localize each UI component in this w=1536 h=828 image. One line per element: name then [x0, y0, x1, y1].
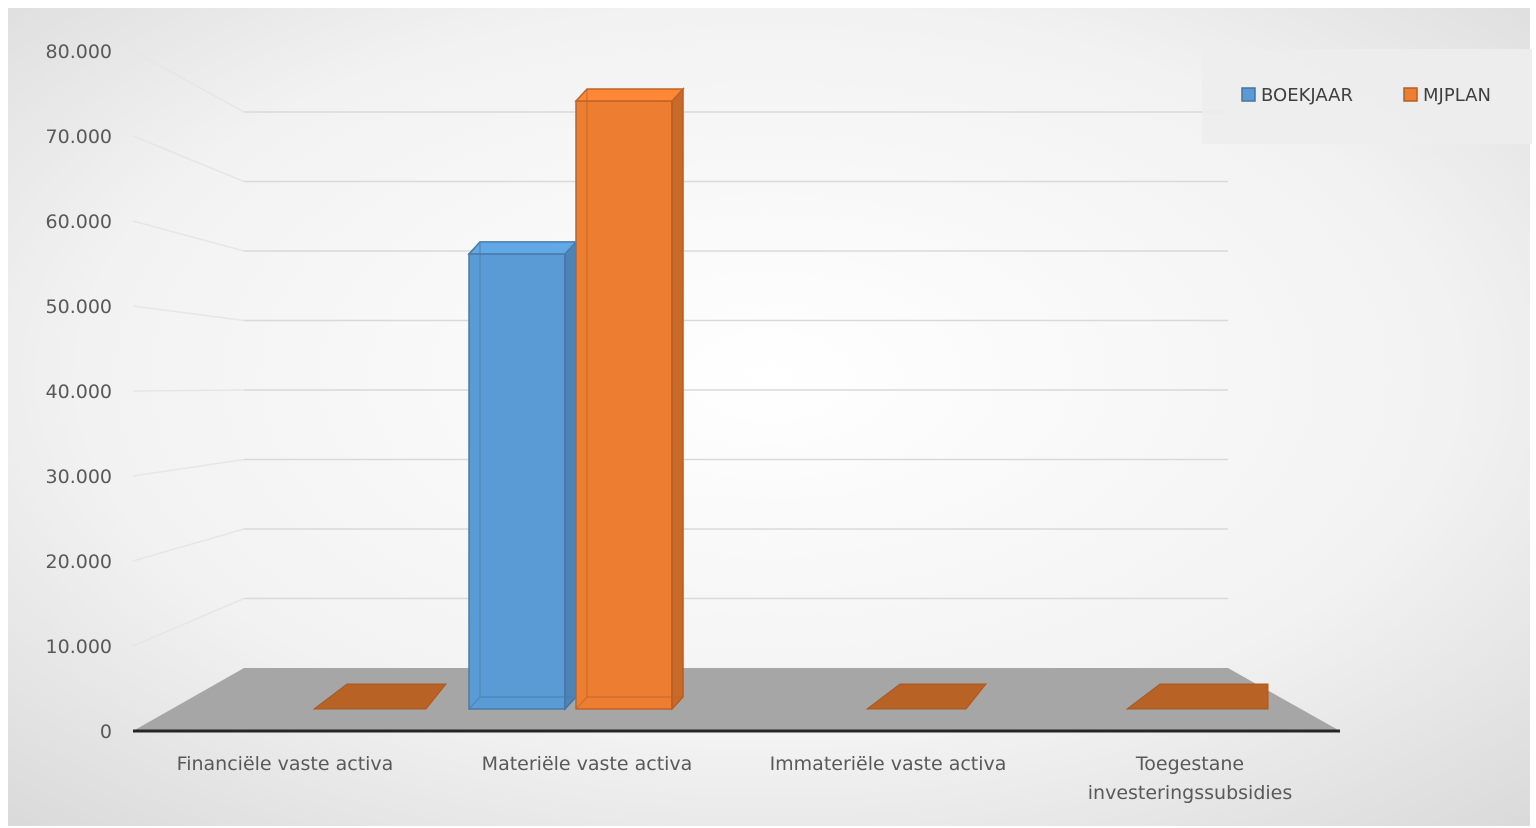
y-tick-label: 0: [100, 721, 112, 743]
category-label: Immateriële vaste activa: [770, 753, 1007, 775]
y-tick-labels: 0 10.000 20.000 30.000 40.000 50.000 60.000 70.…: [46, 41, 112, 743]
bar: [575, 100, 673, 710]
bars: [312, 87, 1269, 711]
legend-label: MJPLAN: [1423, 85, 1491, 106]
legend: BOEKJAAR MJPLAN: [1202, 49, 1532, 144]
legend-swatch: [1403, 87, 1418, 102]
bar-edge: [468, 696, 481, 710]
y-tick-label: 40.000: [46, 381, 112, 403]
gridlines: [132, 50, 1228, 647]
y-tick-label: 80.000: [46, 41, 112, 63]
side-gridline: [132, 135, 245, 183]
category-labels: Financiële vaste activa Materiële vaste a…: [177, 753, 1293, 804]
bar-zero: [312, 683, 448, 710]
category-label: Toegestane: [1135, 753, 1244, 775]
bar-top: [467, 241, 578, 255]
bar-zero: [1125, 683, 1269, 710]
bar-zero: [865, 683, 988, 710]
y-tick-label: 10.000: [46, 636, 112, 658]
side-gridline: [132, 305, 245, 322]
legend-box: [1202, 49, 1532, 144]
y-tick-label: 30.000: [46, 466, 112, 488]
category-label: investeringssubsidies: [1088, 782, 1293, 804]
category-label: Materiële vaste activa: [482, 753, 693, 775]
side-gridline: [132, 458, 245, 477]
bar-side: [564, 240, 577, 711]
side-gridline: [132, 528, 245, 562]
y-tick-label: 20.000: [46, 551, 112, 573]
category-label: Financiële vaste activa: [177, 753, 394, 775]
side-gridline: [132, 50, 245, 113]
bar: [468, 253, 566, 710]
legend-label: BOEKJAAR: [1261, 85, 1353, 106]
bar-top: [574, 88, 685, 102]
y-tick-label: 50.000: [46, 296, 112, 318]
y-tick-label: 70.000: [46, 126, 112, 148]
bar-edge: [575, 696, 588, 710]
bar-side: [671, 87, 684, 711]
side-gridline: [132, 389, 245, 392]
side-gridline: [132, 597, 245, 647]
legend-swatch: [1241, 87, 1256, 102]
side-gridline: [132, 220, 245, 252]
y-tick-label: 60.000: [46, 211, 112, 233]
